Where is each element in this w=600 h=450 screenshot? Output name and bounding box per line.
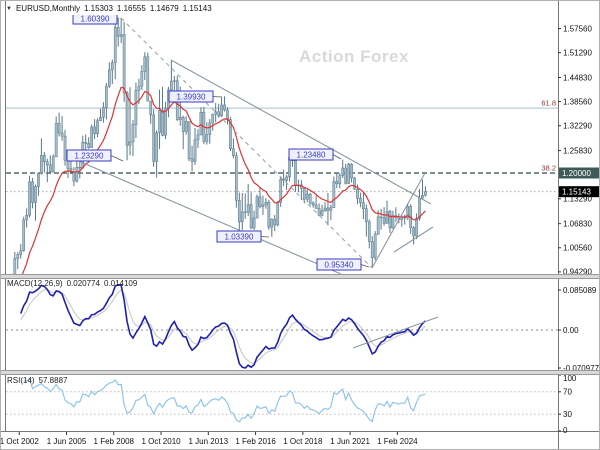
price-tick-label: 1.57560 — [563, 24, 592, 33]
svg-text:1.23480: 1.23480 — [297, 151, 326, 160]
time-axis[interactable]: 1 Oct 2002 1 Jun 2005 1 Feb 2008 1 Oct 2010… — [1, 432, 418, 446]
rsi-axis-label: 30 — [563, 410, 572, 419]
macd-signal-line — [20, 289, 426, 365]
fib-618-label: 61.8 — [541, 99, 556, 108]
panel-separator-macd[interactable] — [1, 274, 599, 279]
swing-label: 1.60390 — [72, 15, 120, 25]
macd-indicator-label: MACD(12,26,9) 0.020774 0.014109 — [7, 279, 141, 288]
time-tick-label: 1 Jun 2013 — [189, 437, 229, 446]
svg-text:1.20000: 1.20000 — [562, 169, 591, 178]
price-tick-label: 1.13290 — [563, 195, 592, 204]
rsi-indicator-label: RSI(14) 57.8887 — [7, 376, 71, 385]
key-level-badge — [559, 167, 599, 179]
moving-average-line — [21, 86, 426, 274]
swing-label: 1.03390 — [216, 230, 270, 243]
rsi-line — [23, 378, 426, 423]
time-tick-label: 1 Oct 2018 — [283, 437, 323, 446]
macd-main-value: 0.020774 — [66, 279, 100, 288]
rsi-panel[interactable] — [6, 378, 558, 423]
trendline-4 — [393, 226, 434, 253]
price-tick-label: 1.38560 — [563, 97, 592, 106]
price-tick-label: 1.00560 — [563, 244, 592, 253]
time-tick-label: 1 Oct 2010 — [141, 437, 181, 446]
macd-axis-label: 0.00 — [563, 326, 579, 335]
ohlc-high: 1.16555 — [116, 4, 146, 13]
chart-title-bar: ▼ EURUSD,Monthly 1.15303 1.16555 1.14679 1.15… — [6, 4, 216, 13]
svg-text:1.39930: 1.39930 — [177, 93, 206, 102]
ohlc-low: 1.14679 — [149, 4, 179, 13]
trendline-0 — [120, 17, 373, 269]
symbol-period-label: EURUSD,Monthly — [15, 4, 80, 13]
svg-text:0.95340: 0.95340 — [325, 261, 354, 270]
macd-axis-label: 0.085089 — [563, 286, 597, 295]
swing-label: 0.95340 — [316, 258, 370, 271]
svg-text:1.60390: 1.60390 — [81, 15, 110, 24]
time-tick-label: 1 Feb 2024 — [377, 437, 418, 446]
macd-trendline — [352, 316, 439, 349]
panel-separator-rsi[interactable] — [1, 370, 599, 375]
macd-signal-value: 0.014109 — [103, 279, 138, 288]
swing-label: 1.39930 — [168, 90, 223, 103]
rsi-name: RSI(14) — [7, 376, 35, 385]
price-tick-label: 1.32290 — [563, 122, 592, 131]
price-tick-label: 1.51290 — [563, 48, 592, 57]
rsi-axis-label: 100 — [563, 374, 577, 383]
time-tick-label: 1 Jun 2021 — [330, 437, 370, 446]
macd-axis-label: -0.070977 — [563, 364, 600, 373]
price-axis[interactable]: 1.57560 1.51290 1.44830 1.38560 1.32290 1.258… — [558, 24, 600, 435]
chevron-down-icon[interactable]: ▼ — [6, 6, 12, 12]
ohlc-close: 1.15143 — [182, 4, 212, 13]
current-price-badge — [559, 186, 599, 198]
price-bars — [11, 17, 427, 274]
trendline-3 — [371, 172, 426, 269]
ohlc-open: 1.15303 — [83, 4, 113, 13]
svg-text:1.15143: 1.15143 — [562, 187, 591, 196]
swing-label: 1.23480 — [288, 148, 342, 161]
time-tick-label: 1 Feb 2008 — [94, 437, 135, 446]
macd-name: MACD(12,26,9) — [7, 279, 63, 288]
rsi-value: 57.8887 — [38, 376, 68, 385]
trendline-2 — [66, 155, 342, 274]
svg-text:1.03390: 1.03390 — [225, 233, 254, 242]
time-tick-label: 1 Feb 2016 — [235, 437, 276, 446]
fib-382-label: 38.2 — [541, 164, 556, 173]
price-tick-label: 0.94290 — [563, 268, 592, 277]
rsi-axis-label: 70 — [563, 388, 572, 397]
rsi-axis-label: 0 — [563, 426, 568, 435]
price-panel[interactable]: 1.60390 1.39930 1.23290 1.23480 1.03390 0.953… — [2, 13, 558, 306]
macd-panel[interactable] — [6, 283, 558, 369]
price-tick-label: 1.06830 — [563, 219, 592, 228]
trendline-1 — [170, 59, 432, 205]
svg-text:1.23290: 1.23290 — [75, 152, 104, 161]
watermark: Action Forex — [299, 47, 409, 66]
time-tick-label: 1 Jun 2005 — [47, 437, 87, 446]
time-tick-label: 1 Oct 2002 — [1, 437, 39, 446]
macd-main-line — [19, 283, 426, 369]
price-tick-label: 1.25830 — [563, 146, 592, 155]
price-tick-label: 1.44830 — [563, 73, 592, 82]
swing-label: 1.23290 — [66, 149, 124, 162]
